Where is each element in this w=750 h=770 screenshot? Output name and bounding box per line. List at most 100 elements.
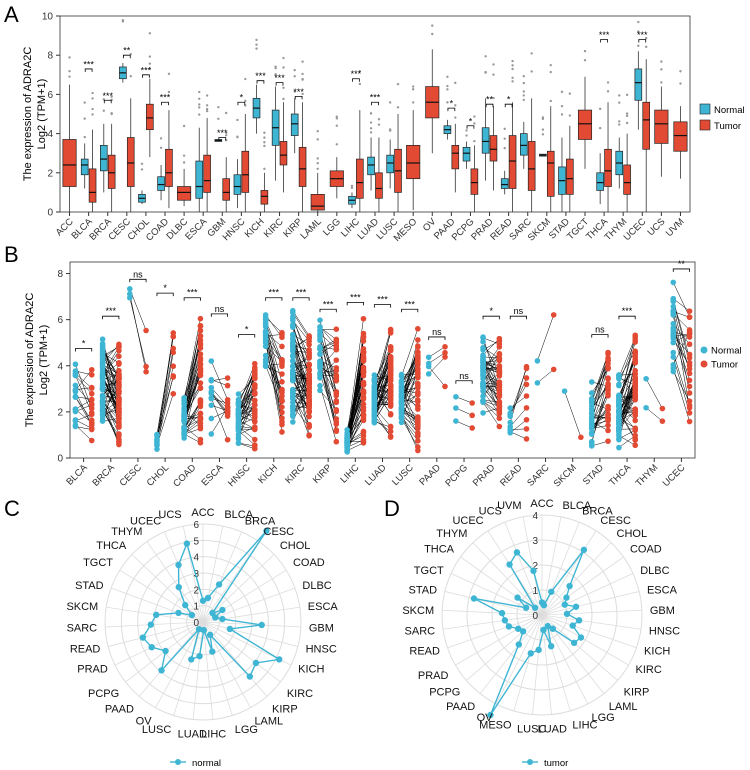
panel-d-point	[548, 588, 555, 595]
panel-a-legend-label: Tumor	[714, 121, 741, 132]
panel-c-point	[162, 647, 169, 655]
panel-b-pair-line	[102, 350, 120, 377]
panel-d-spoke	[541, 591, 640, 616]
panel-b-point-normal	[561, 388, 568, 394]
panel-c-axis-label: LGG	[235, 724, 258, 736]
panel-b-ytick-label: 2	[57, 407, 63, 418]
panel-b-pair-line	[292, 310, 310, 337]
panel-a-outlier	[263, 131, 266, 134]
panel-b-point-tumor	[415, 403, 421, 409]
panel-a-sig-label: ***	[217, 128, 228, 138]
panel-b-sig-label: ns	[595, 325, 605, 335]
panel-a-ytick-label: 2	[47, 168, 53, 179]
panel-d-spoke	[442, 609, 543, 616]
panel-b-point-normal	[616, 435, 622, 442]
panel-b-sig-bracket	[455, 380, 473, 384]
panel-b-point-tumor	[387, 326, 394, 333]
panel-a-outlier	[465, 129, 468, 132]
panel-d-point	[498, 609, 506, 617]
panel-c-point	[209, 648, 216, 655]
panel-b-pair-line	[428, 356, 446, 375]
panel-b-point-tumor	[88, 417, 95, 423]
panel-d-point	[515, 641, 523, 648]
panel-a-ytick-label: 6	[47, 90, 53, 101]
panel-a-outlier	[198, 90, 201, 94]
panel-a-outlier	[205, 107, 209, 111]
panel-b-xtick-label: CESC	[118, 462, 145, 489]
panel-b-point-tumor	[116, 414, 122, 421]
panel-a-outlier	[255, 47, 258, 50]
panel-b-point-tumor	[333, 428, 340, 435]
panel-a-outlier	[522, 75, 525, 78]
panel-b-point-normal	[262, 343, 269, 350]
panel-b-point-tumor	[306, 383, 312, 390]
panel-b-pair-line	[673, 334, 690, 355]
panel-b-pair-line	[673, 371, 690, 402]
panel-b-point-tumor	[496, 398, 503, 405]
panel-a-outlier	[316, 138, 319, 141]
panel-a-box	[233, 174, 242, 195]
panel-b-sig-bracket	[509, 315, 527, 320]
panel-c-spoke	[105, 621, 204, 628]
panel-b-point-tumor	[686, 418, 693, 425]
panel-b-point-normal	[290, 363, 296, 369]
panel-c-axis-label: PRAD	[77, 664, 108, 676]
panel-a-outlier	[511, 64, 514, 67]
panel-b-point-tumor	[686, 377, 693, 384]
panel-b-point-tumor	[279, 363, 285, 370]
panel-b-sig-label: *	[245, 325, 249, 335]
panel-b-point-normal	[670, 303, 677, 310]
panel-b-point-normal	[99, 353, 106, 359]
panel-a-box	[577, 109, 593, 140]
panel-b-point-normal	[398, 384, 405, 390]
panel-b-point-normal	[317, 387, 323, 394]
panel-a-outlier	[182, 124, 186, 128]
panel-b-point-tumor	[360, 436, 367, 443]
panel-b-point-tumor	[360, 379, 367, 386]
panel-a-outlier	[198, 97, 201, 100]
panel-b-xtick-label: PCPG	[443, 462, 470, 489]
panel-a-xtick-label: UCEC	[622, 216, 649, 243]
panel-a-outlier	[431, 24, 434, 27]
panel-b-pair-line	[618, 337, 636, 378]
panel-a-outlier	[244, 99, 247, 103]
panel-d-axis-label: THYM	[436, 528, 467, 540]
panel-b-point-tumor	[333, 375, 340, 382]
panel-a-outlier	[503, 127, 506, 131]
panel-c-rtick-label: 6	[193, 520, 199, 531]
panel-b-pair-line	[618, 351, 636, 379]
panel-b-point-tumor	[632, 356, 639, 363]
panel-b-point-tumor	[632, 387, 639, 393]
panel-b-point-normal	[290, 386, 296, 393]
panel-b-pair-line	[645, 378, 663, 409]
panel-d-point	[519, 628, 527, 635]
panel-b-point-tumor	[523, 416, 530, 423]
panel-a-outlier	[660, 60, 663, 63]
panel-b-pair-line	[510, 395, 527, 409]
panel-a-outlier	[129, 75, 132, 78]
panel-a-sig-bracket	[161, 101, 169, 106]
panel-b-pair-line	[292, 369, 310, 392]
panel-b-pair-line	[455, 407, 473, 416]
panel-c-spoke	[202, 531, 243, 623]
panel-b-pair-line	[75, 424, 92, 441]
panel-a-box	[673, 121, 688, 152]
panel-a-sig-label: ***	[102, 91, 113, 101]
panel-b-pair-line	[591, 368, 609, 394]
panel-b-point-normal	[72, 387, 79, 394]
panel-b-point-tumor	[333, 365, 340, 371]
panel-c-axis-label: TGCT	[83, 557, 113, 569]
panel-b-point-tumor	[632, 435, 639, 442]
panel-b-pair-line	[156, 366, 174, 441]
panel-b-point-tumor	[469, 400, 475, 406]
panel-a-outlier	[335, 117, 339, 120]
panel-b-point-tumor	[632, 371, 639, 377]
panel-a-outlier	[560, 113, 564, 116]
panel-a-box	[527, 141, 536, 191]
panel-a-outlier	[301, 77, 304, 81]
panel-d-point	[580, 546, 588, 554]
panel-b-point-tumor	[251, 415, 258, 421]
panel-d-spoke	[541, 530, 597, 616]
panel-b-point-tumor	[632, 426, 639, 433]
panel-b-point-tumor	[143, 368, 149, 375]
